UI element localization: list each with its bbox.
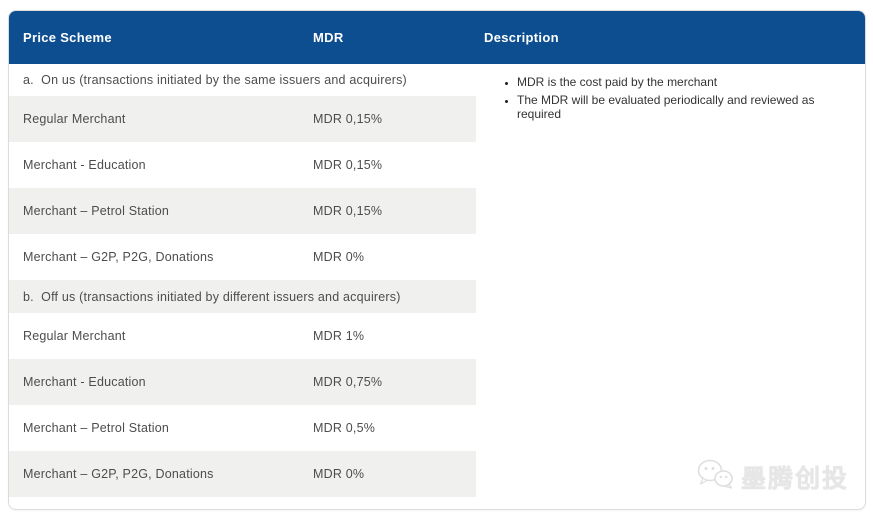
table-row: Merchant – Petrol Station MDR 0,5% [9,405,476,451]
table-body: a. On us (transactions initiated by the … [9,64,865,509]
description-bullet-list: MDR is the cost paid by the merchant The… [476,75,855,121]
description-column: MDR is the cost paid by the merchant The… [476,64,865,509]
row-label: Merchant - Education [23,375,146,389]
row-mdr-value: MDR 0,15% [313,204,383,218]
row-label: Regular Merchant [23,329,126,343]
header-price-scheme: Price Scheme [23,30,112,45]
row-label: Regular Merchant [23,112,126,126]
price-scheme-table: a. On us (transactions initiated by the … [9,64,476,509]
section-row-on-us: a. On us (transactions initiated by the … [9,64,476,96]
section-label: b. Off us (transactions initiated by dif… [23,289,401,304]
section-row-off-us: b. Off us (transactions initiated by dif… [9,280,476,313]
table-row: Merchant – G2P, P2G, Donations MDR 0% [9,451,476,497]
description-bullet: The MDR will be evaluated periodically a… [517,93,855,121]
section-label: a. On us (transactions initiated by the … [23,73,407,87]
table-row: Regular Merchant MDR 1% [9,313,476,359]
table-row: Regular Merchant MDR 0,15% [9,96,476,142]
row-mdr-value: MDR 0,15% [313,112,383,126]
row-label: Merchant – Petrol Station [23,204,170,218]
row-mdr-value: MDR 0,5% [313,421,376,435]
row-mdr-value: MDR 0,15% [313,158,383,172]
price-scheme-card: Price Scheme MDR Description a. On us (t… [8,10,866,510]
row-mdr-value: MDR 0,75% [313,375,383,389]
row-mdr-value: MDR 0% [313,250,365,264]
header-description: Description [484,30,559,45]
table-row: Merchant - Education MDR 0,75% [9,359,476,405]
row-mdr-value: MDR 1% [313,329,365,343]
row-label: Merchant - Education [23,158,146,172]
table-header-row: Price Scheme MDR Description [9,11,865,64]
table-row: Merchant - Education MDR 0,15% [9,142,476,188]
header-mdr: MDR [313,30,344,45]
row-label: Merchant – G2P, P2G, Donations [23,467,214,481]
table-row: Merchant – G2P, P2G, Donations MDR 0% [9,234,476,280]
row-label: Merchant – Petrol Station [23,421,170,435]
row-mdr-value: MDR 0% [313,467,365,481]
description-bullet: MDR is the cost paid by the merchant [517,75,855,89]
row-label: Merchant – G2P, P2G, Donations [23,250,214,264]
table-row: Merchant – Petrol Station MDR 0,15% [9,188,476,234]
